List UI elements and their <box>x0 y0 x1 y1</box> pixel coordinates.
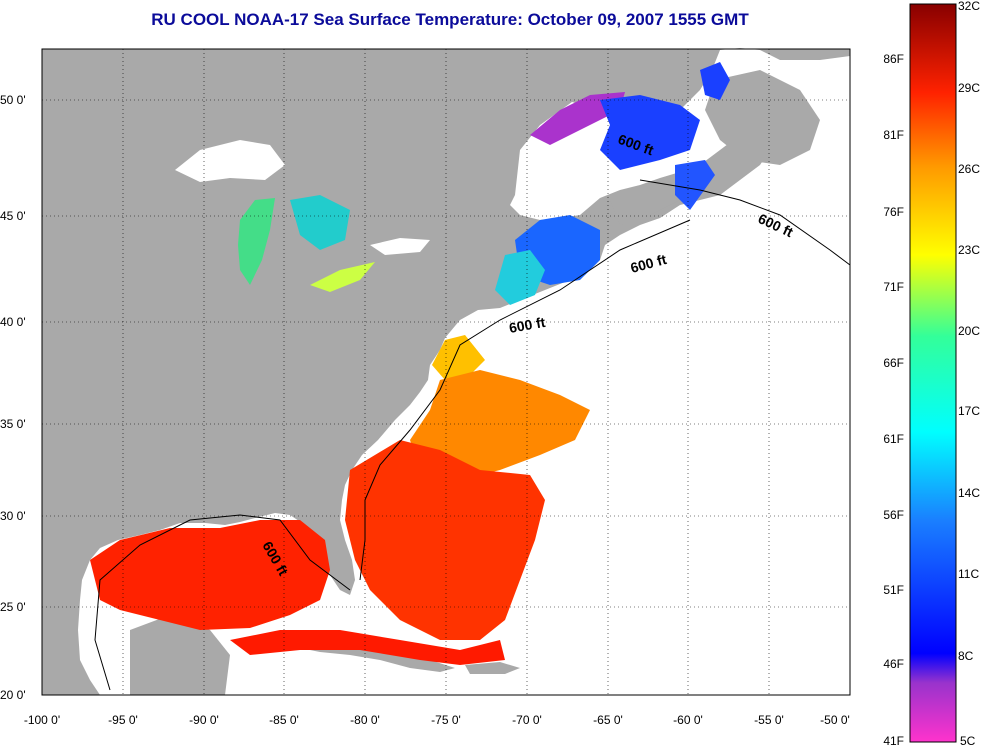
lon-label: -95 0' <box>108 713 138 727</box>
sst-cape-cod-cyan <box>495 250 545 305</box>
colorbar-c-label: 23C <box>958 243 980 257</box>
colorbar-c-label: 14C <box>958 486 980 500</box>
lat-label: 25 0' <box>0 600 26 614</box>
sst-mid-atlantic-yellow <box>432 335 485 380</box>
sst-gulf-of-mexico-red <box>90 520 330 630</box>
lon-label: -50 0' <box>820 713 850 727</box>
sst-sargasso-red <box>345 440 545 640</box>
latitude-labels: 50 0' 45 0' 40 0' 35 0' 30 0' 25 0' 20 0… <box>0 93 26 702</box>
lat-label: 40 0' <box>0 315 26 329</box>
lat-label: 50 0' <box>0 93 26 107</box>
colorbar-f-label: 41F <box>883 734 904 748</box>
colorbar <box>909 3 957 743</box>
lon-label: -70 0' <box>512 713 542 727</box>
lat-label: 20 0' <box>0 688 26 702</box>
lake-michigan <box>238 198 275 285</box>
colorbar-f-label: 86F <box>883 52 904 66</box>
lon-label: -85 0' <box>269 713 299 727</box>
lat-label: 35 0' <box>0 417 26 431</box>
longitude-labels: -100 0' -95 0' -90 0' -85 0' -80 0' -75 … <box>24 713 850 727</box>
lon-label: -100 0' <box>24 713 60 727</box>
sst-labrador-blue <box>700 62 730 100</box>
sst-gulf-stream-orange <box>410 370 590 480</box>
colorbar-f-label: 76F <box>883 205 904 219</box>
plot-frame <box>41 48 851 696</box>
lon-label: -60 0' <box>673 713 703 727</box>
isobath-line <box>94 179 851 691</box>
colorbar-celsius-labels: 32C 29C 26C 23C 20C 17C 14C 11C 8C 5C <box>958 0 980 748</box>
colorbar-c-label: 32C <box>958 0 980 13</box>
colorbar-c-label: 29C <box>958 81 980 95</box>
colorbar-c-label: 26C <box>958 162 980 176</box>
hispaniola-island <box>465 662 520 674</box>
colorbar-c-label: 17C <box>958 404 980 418</box>
sst-caribbean-red <box>230 630 505 665</box>
colorbar-f-label: 66F <box>883 356 904 370</box>
lake-huron <box>290 195 350 250</box>
map-title: RU COOL NOAA-17 Sea Surface Temperature:… <box>151 10 749 29</box>
colorbar-f-label: 81F <box>883 128 904 142</box>
colorbar-f-label: 61F <box>883 432 904 446</box>
lake-superior <box>175 140 285 182</box>
lon-label: -65 0' <box>593 713 623 727</box>
lon-label: -80 0' <box>350 713 380 727</box>
lat-label: 45 0' <box>0 209 26 223</box>
yucatan <box>130 615 230 695</box>
lake-ontario <box>370 238 430 255</box>
nova-scotia <box>610 180 690 225</box>
newfoundland <box>705 70 820 165</box>
colorbar-c-label: 11C <box>958 567 979 581</box>
lat-label: 30 0' <box>0 509 26 523</box>
isobath-label: 600 ft <box>508 314 547 336</box>
colorbar-f-label: 71F <box>883 280 904 294</box>
colorbar-fahrenheit-labels: 86F 81F 76F 71F 66F 61F 56F 51F 46F 41F <box>883 52 904 748</box>
sst-gulf-stlawrence-blue <box>600 95 700 170</box>
grid <box>42 49 850 695</box>
colorbar-c-label: 5C <box>960 734 976 748</box>
colorbar-f-label: 46F <box>883 657 904 671</box>
colorbar-f-label: 51F <box>883 583 904 597</box>
sst-gulf-stlawrence-cold <box>530 92 625 145</box>
lon-label: -75 0' <box>431 713 461 727</box>
colorbar-c-label: 20C <box>958 324 980 338</box>
sst-newfoundland-blue <box>675 160 715 210</box>
lake-erie <box>310 262 375 292</box>
colorbar-c-label: 8C <box>958 649 974 663</box>
lon-label: -55 0' <box>754 713 784 727</box>
colorbar-f-label: 56F <box>883 508 904 522</box>
lon-label: -90 0' <box>189 713 219 727</box>
